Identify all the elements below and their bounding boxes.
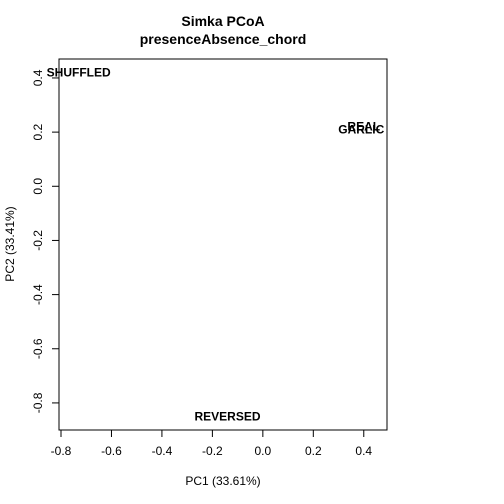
y-axis-label: PC2 (33.41%): [3, 206, 17, 281]
chart-title: Simka PCoA: [181, 13, 264, 29]
x-tick-label: -0.6: [101, 444, 122, 458]
x-tick-label: 0.2: [305, 444, 322, 458]
x-tick-label: -0.8: [51, 444, 72, 458]
x-tick-label: 0.4: [355, 444, 372, 458]
point-label-reversed: REVERSED: [195, 409, 261, 423]
chart-subtitle: presenceAbsence_chord: [140, 31, 307, 47]
y-axis: -0.8 -0.6 -0.4 -0.2 0.0 0.2 0.4: [31, 69, 60, 413]
y-tick-label: 0.4: [31, 69, 45, 86]
y-tick-label: 0.2: [31, 123, 45, 140]
y-tick-label: -0.8: [31, 392, 45, 413]
y-tick-label: -0.4: [31, 284, 45, 305]
x-tick-label: 0.0: [255, 444, 272, 458]
plot-frame: [58, 58, 388, 431]
point-label-real: REAL: [347, 120, 380, 134]
y-tick-label: -0.6: [31, 338, 45, 359]
point-label-garlic: GARLIC: [338, 122, 384, 136]
x-axis: -0.8 -0.6 -0.4 -0.2 0.0 0.2 0.4: [51, 429, 372, 458]
x-tick-label: -0.2: [202, 444, 223, 458]
point-label-shuffled: SHUFFLED: [47, 66, 111, 80]
y-tick-label: 0.0: [31, 178, 45, 195]
y-tick-label: -0.2: [31, 230, 45, 251]
x-tick-label: -0.4: [152, 444, 173, 458]
x-axis-label: PC1 (33.61%): [185, 474, 260, 488]
